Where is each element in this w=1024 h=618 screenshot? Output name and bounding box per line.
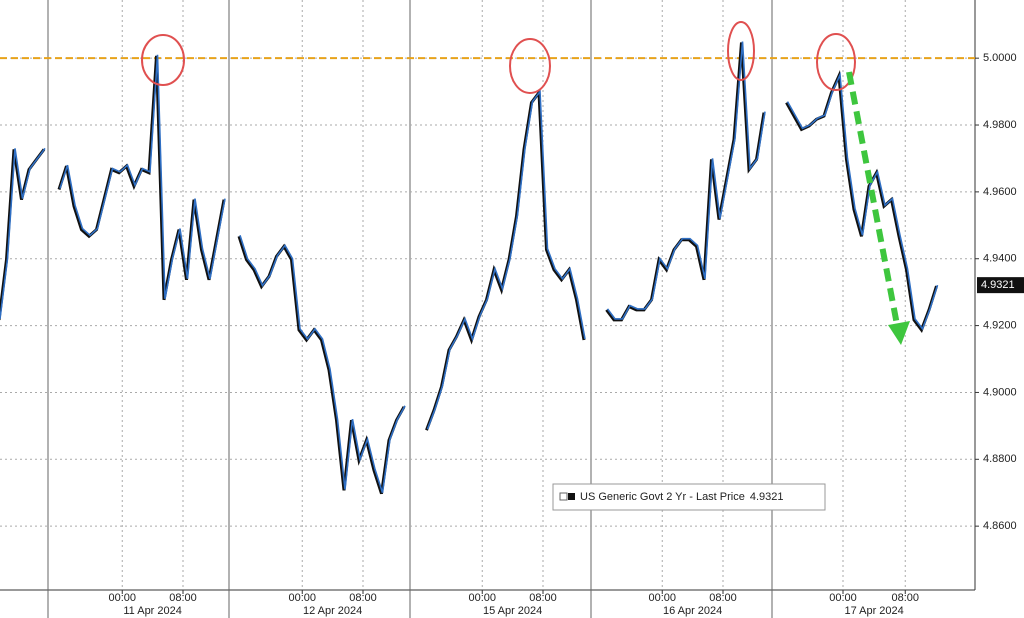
trend-arrow-head bbox=[888, 321, 910, 345]
price-line-shadow bbox=[605, 42, 766, 322]
y-tick-label: 4.8600 bbox=[983, 520, 1017, 532]
trend-arrow bbox=[846, 71, 901, 331]
price-line bbox=[59, 54, 226, 299]
x-tick-label: 08:00 bbox=[529, 592, 557, 604]
x-tick-label: 00:00 bbox=[829, 592, 857, 604]
last-price-label: 4.9321 bbox=[981, 279, 1015, 291]
date-label: 17 Apr 2024 bbox=[844, 605, 903, 617]
y-tick-label: 4.9800 bbox=[983, 119, 1017, 131]
highlight-circle bbox=[727, 21, 755, 81]
highlight-circle bbox=[141, 34, 185, 86]
y-tick-label: 4.8800 bbox=[983, 453, 1017, 465]
y-tick-label: 5.0000 bbox=[983, 52, 1017, 64]
x-tick-label: 00:00 bbox=[288, 592, 316, 604]
x-tick-label: 00:00 bbox=[468, 592, 496, 604]
highlight-circle bbox=[816, 33, 856, 91]
x-tick-label: 08:00 bbox=[709, 592, 737, 604]
x-tick-label: 08:00 bbox=[169, 592, 197, 604]
price-line bbox=[426, 89, 586, 430]
plot: 4.9321 bbox=[0, 41, 1024, 495]
price-line bbox=[606, 41, 766, 320]
legend-label: US Generic Govt 2 Yr - Last Price bbox=[580, 491, 745, 503]
legend-swatch bbox=[568, 493, 575, 500]
price-line bbox=[239, 235, 406, 493]
date-label: 15 Apr 2024 bbox=[483, 605, 542, 617]
y-tick-label: 4.9400 bbox=[983, 253, 1017, 265]
x-tick-label: 00:00 bbox=[108, 592, 136, 604]
y-tick-label: 4.9600 bbox=[983, 186, 1017, 198]
last-price-tag bbox=[977, 277, 1024, 294]
legend-box bbox=[552, 483, 826, 511]
highlight-circle bbox=[509, 38, 551, 94]
annotations bbox=[141, 21, 910, 345]
legend: US Generic Govt 2 Yr - Last Price 4.9321 bbox=[552, 483, 826, 511]
legend-last-price: 4.9321 bbox=[750, 491, 784, 503]
x-tick-label: 00:00 bbox=[648, 592, 676, 604]
x-tick-label: 08:00 bbox=[349, 592, 377, 604]
date-label: 16 Apr 2024 bbox=[663, 605, 722, 617]
legend-swatch bbox=[559, 492, 568, 501]
price-line bbox=[0, 147, 46, 319]
y-tick-label: 4.9000 bbox=[983, 386, 1017, 398]
date-label: 12 Apr 2024 bbox=[303, 605, 362, 617]
x-tick-label: 08:00 bbox=[891, 592, 919, 604]
y-tick-label: 4.9200 bbox=[983, 319, 1017, 331]
date-label: 11 Apr 2024 bbox=[123, 605, 182, 617]
price-line bbox=[786, 71, 939, 331]
